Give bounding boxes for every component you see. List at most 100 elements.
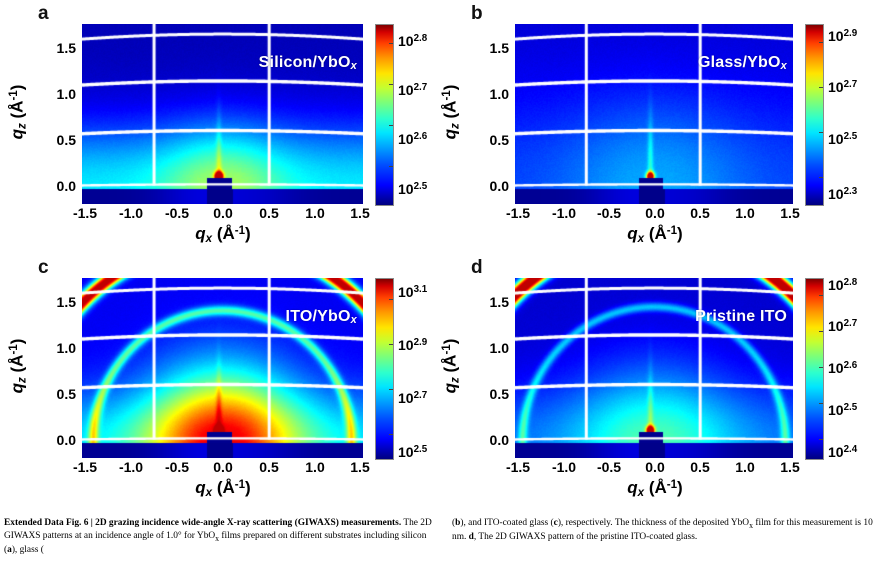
giwaxs-image-c: ITO/YbOx bbox=[82, 278, 363, 458]
xtick-c-2: -0.5 bbox=[164, 459, 190, 475]
colorbar-label-d-3: 102.7 bbox=[828, 318, 858, 334]
ytick-d-3: 0.0 bbox=[489, 432, 509, 448]
xaxis-title-a: qx (Å-1) bbox=[195, 224, 251, 246]
caption-body-6: film for this measurement is 10 nm. bbox=[452, 518, 873, 542]
xtick-b-0: -1.5 bbox=[505, 205, 531, 221]
colorbar-gradient-d bbox=[806, 279, 823, 459]
xtick-a-3: 0.0 bbox=[213, 205, 233, 221]
caption-ref-c: c bbox=[553, 518, 558, 528]
yaxis-title-c: qz (Å-1) bbox=[7, 338, 29, 394]
ytick-b-0: 1.5 bbox=[489, 40, 509, 56]
colorbar-label-a-0: 102.5 bbox=[398, 181, 428, 197]
ytick-c-0: 1.5 bbox=[56, 294, 76, 310]
caption-bold-lead: Extended Data Fig. 6 | 2D grazing incide… bbox=[4, 518, 402, 528]
caption-ref-b: b bbox=[455, 518, 461, 528]
yaxis-title-a: qz (Å-1) bbox=[7, 84, 29, 140]
xtick-d-1: -1.0 bbox=[551, 459, 577, 475]
colorbar-label-b-0: 102.3 bbox=[828, 186, 858, 202]
xtick-d-4: 0.5 bbox=[690, 459, 710, 475]
xtick-d-3: 0.0 bbox=[645, 459, 665, 475]
colorbar-b bbox=[805, 24, 824, 206]
caption-sub-1: x bbox=[215, 534, 220, 544]
sample-label-c: ITO/YbOx bbox=[285, 308, 357, 326]
colorbar-label-d-0: 102.4 bbox=[828, 444, 858, 460]
xaxis-title-b: qx (Å-1) bbox=[627, 224, 683, 246]
xtick-a-6: 1.5 bbox=[350, 205, 370, 221]
yaxis-title-b: qz (Å-1) bbox=[440, 84, 462, 140]
xtick-a-2: -0.5 bbox=[164, 205, 190, 221]
ytick-a-2: 0.5 bbox=[56, 132, 76, 148]
xtick-c-6: 1.5 bbox=[350, 459, 370, 475]
giwaxs-image-d: Pristine ITO bbox=[515, 278, 793, 458]
colorbar-label-d-2: 102.6 bbox=[828, 360, 858, 376]
colorbar-gradient-b bbox=[806, 25, 823, 205]
sample-label-d: Pristine ITO bbox=[695, 308, 787, 325]
colorbar-label-a-1: 102.6 bbox=[398, 131, 428, 147]
colorbar-label-d-1: 102.5 bbox=[828, 402, 858, 418]
sample-label-a: Silicon/YbOx bbox=[258, 54, 357, 72]
ytick-b-3: 0.0 bbox=[489, 178, 509, 194]
xtick-d-6: 1.5 bbox=[780, 459, 800, 475]
xaxis-title-d: qx (Å-1) bbox=[627, 478, 683, 500]
caption-column-1: Extended Data Fig. 6 | 2D grazing incide… bbox=[4, 517, 432, 558]
colorbar-c bbox=[375, 278, 394, 460]
giwaxs-canvas-b bbox=[515, 24, 793, 204]
colorbar-label-c-3: 103.1 bbox=[398, 284, 428, 300]
caption-body-7: , The 2D GIWAXS pattern of the pristine … bbox=[473, 531, 698, 542]
xtick-b-3: 0.0 bbox=[645, 205, 665, 221]
colorbar-gradient-a bbox=[376, 25, 393, 205]
ytick-c-3: 0.0 bbox=[56, 432, 76, 448]
xtick-c-4: 0.5 bbox=[259, 459, 279, 475]
xtick-c-0: -1.5 bbox=[72, 459, 98, 475]
caption-body-4: ), and ITO-coated glass ( bbox=[460, 518, 554, 528]
colorbar-a bbox=[375, 24, 394, 206]
ytick-a-1: 1.0 bbox=[56, 86, 76, 102]
xtick-c-5: 1.0 bbox=[305, 459, 325, 475]
colorbar-label-b-3: 102.9 bbox=[828, 28, 858, 44]
xtick-a-1: -1.0 bbox=[118, 205, 144, 221]
ytick-a-3: 0.0 bbox=[56, 178, 76, 194]
xtick-b-2: -0.5 bbox=[596, 205, 622, 221]
yaxis-title-d: qz (Å-1) bbox=[440, 338, 462, 394]
xtick-c-1: -1.0 bbox=[118, 459, 144, 475]
panel-letter-a: a bbox=[38, 3, 49, 24]
caption-sub-2: x bbox=[749, 520, 753, 530]
giwaxs-canvas-a bbox=[82, 24, 363, 204]
xtick-b-6: 1.5 bbox=[780, 205, 800, 221]
ytick-c-1: 1.0 bbox=[56, 340, 76, 356]
caption-ref-a: a bbox=[7, 545, 12, 556]
ytick-b-2: 0.5 bbox=[489, 132, 509, 148]
panel-letter-d: d bbox=[471, 257, 483, 278]
xtick-a-0: -1.5 bbox=[72, 205, 98, 221]
panel-letter-b: b bbox=[471, 3, 483, 24]
colorbar-label-b-1: 102.5 bbox=[828, 131, 858, 147]
colorbar-label-a-3: 102.8 bbox=[398, 33, 428, 49]
colorbar-label-c-2: 102.9 bbox=[398, 337, 428, 353]
colorbar-label-c-1: 102.7 bbox=[398, 390, 428, 406]
colorbar-gradient-c bbox=[376, 279, 393, 459]
xtick-b-4: 0.5 bbox=[690, 205, 710, 221]
caption-body-1: The 2D GIWAXS patterns at an incidence a… bbox=[4, 518, 432, 542]
xtick-a-4: 0.5 bbox=[259, 205, 279, 221]
colorbar-label-c-0: 102.5 bbox=[398, 444, 428, 460]
xtick-d-0: -1.5 bbox=[505, 459, 531, 475]
colorbar-label-d-4: 102.8 bbox=[828, 277, 858, 293]
giwaxs-image-a: Silicon/YbOx bbox=[82, 24, 363, 204]
giwaxs-image-b: Glass/YbOx bbox=[515, 24, 793, 204]
ytick-d-2: 0.5 bbox=[489, 386, 509, 402]
ytick-a-0: 1.5 bbox=[56, 40, 76, 56]
xtick-a-5: 1.0 bbox=[305, 205, 325, 221]
ytick-d-1: 1.0 bbox=[489, 340, 509, 356]
sample-label-b: Glass/YbOx bbox=[697, 54, 787, 72]
giwaxs-canvas-c bbox=[82, 278, 363, 458]
colorbar-label-b-2: 102.7 bbox=[828, 79, 858, 95]
giwaxs-canvas-d bbox=[515, 278, 793, 458]
ytick-d-0: 1.5 bbox=[489, 294, 509, 310]
xtick-d-5: 1.0 bbox=[735, 459, 755, 475]
caption-body-5: ), respectively. The thickness of the de… bbox=[557, 518, 750, 528]
colorbar-d bbox=[805, 278, 824, 460]
figure-caption: Extended Data Fig. 6 | 2D grazing incide… bbox=[0, 517, 888, 573]
caption-ref-d: d bbox=[468, 531, 474, 542]
ytick-c-2: 0.5 bbox=[56, 386, 76, 402]
